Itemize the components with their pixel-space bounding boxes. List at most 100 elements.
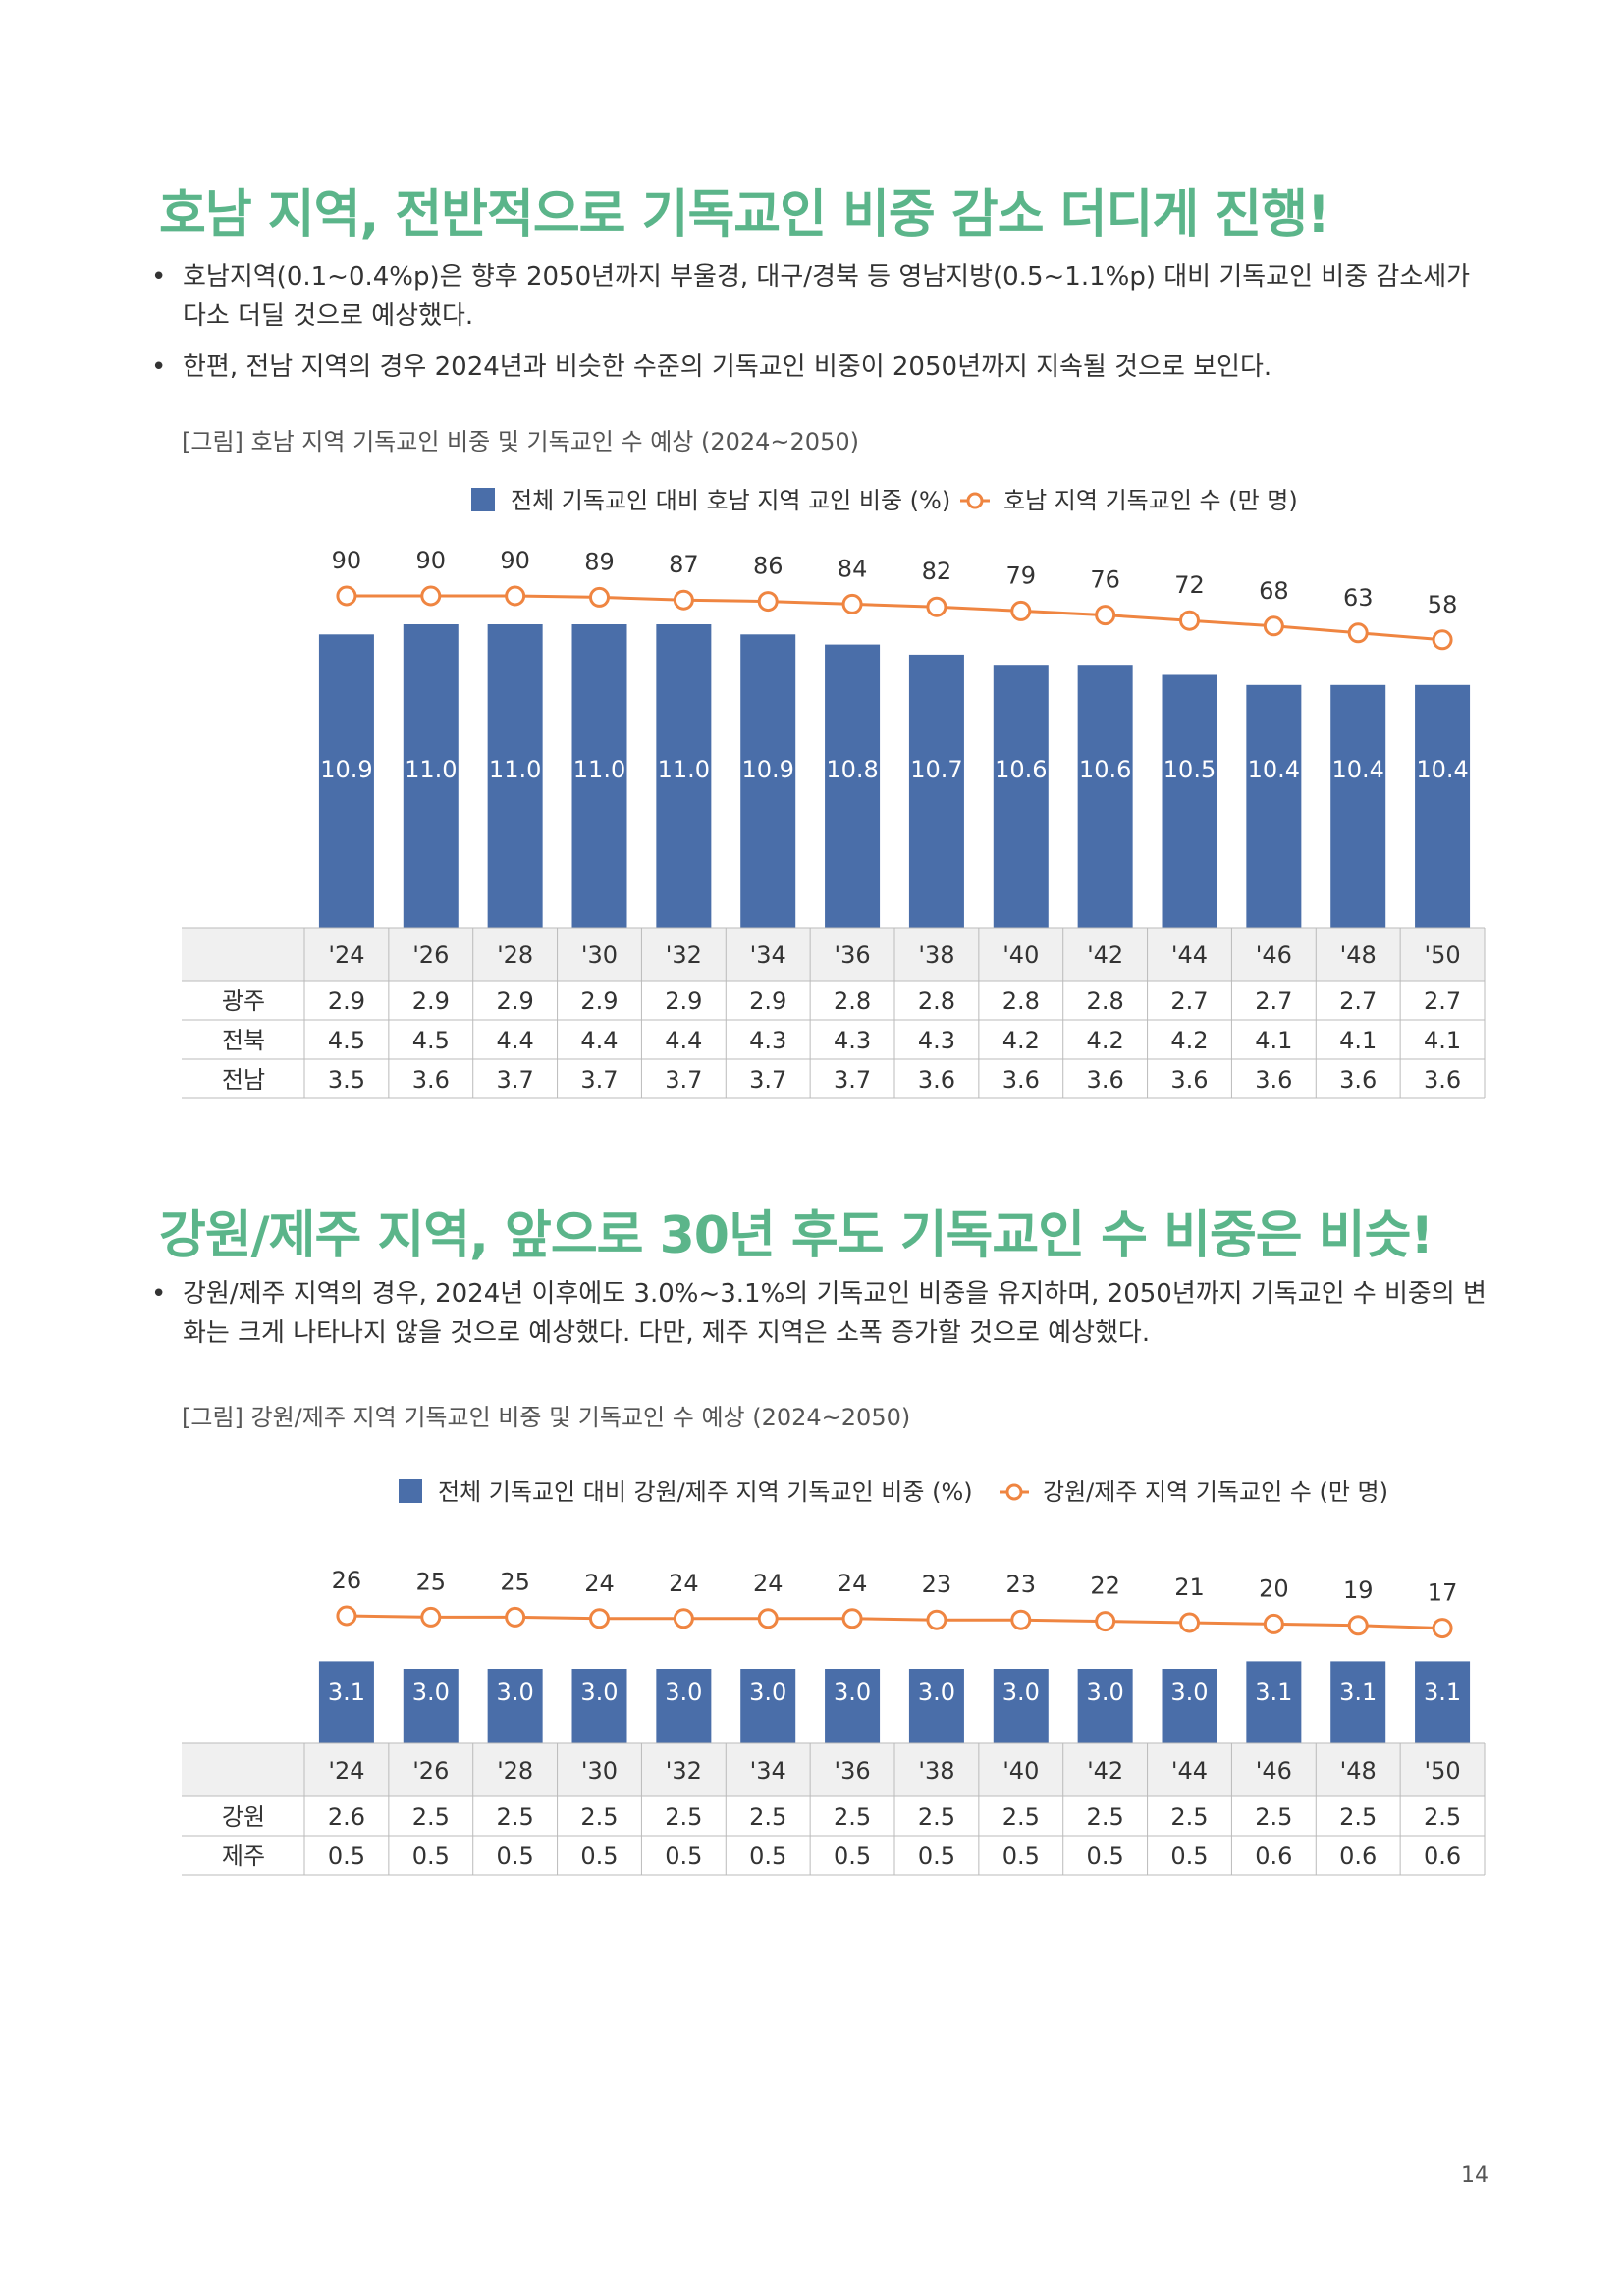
bar — [1246, 684, 1302, 928]
series-line — [346, 594, 1443, 642]
bar-value-label: 3.0 — [412, 1679, 450, 1706]
category-label: '38 — [918, 1757, 954, 1785]
bar-value-label: 3.0 — [1002, 1679, 1040, 1706]
category-label: '32 — [666, 941, 702, 969]
line-point — [336, 585, 357, 607]
line-value-label: 24 — [753, 1570, 784, 1597]
line-point — [1095, 605, 1116, 626]
table-cell: 3.7 — [834, 1066, 871, 1094]
table-cell: 4.2 — [1087, 1027, 1124, 1054]
category-label: '24 — [328, 941, 364, 969]
table-cell: 2.5 — [1170, 1803, 1208, 1831]
table-cell: 4.3 — [834, 1027, 871, 1054]
table-cell: 2.5 — [834, 1803, 871, 1831]
bar — [1162, 1669, 1217, 1743]
line-value-label: 87 — [669, 551, 699, 578]
line-point — [1347, 1615, 1369, 1636]
table-cell: 2.8 — [834, 988, 871, 1015]
line-point — [757, 591, 779, 613]
line-point — [1179, 1612, 1200, 1633]
line-value-label: 58 — [1428, 591, 1458, 618]
bar-value-label: 11.0 — [405, 756, 457, 783]
line-value-label: 90 — [500, 547, 530, 574]
bar-value-label: 10.9 — [320, 756, 372, 783]
table-cell: 0.5 — [1087, 1842, 1124, 1870]
line-value-label: 86 — [753, 553, 784, 580]
table-cell: 0.6 — [1339, 1842, 1377, 1870]
table-cell: 3.6 — [1087, 1066, 1124, 1094]
table-cell: 2.7 — [1339, 988, 1377, 1015]
line-point — [336, 1605, 357, 1627]
category-label: '24 — [328, 1757, 364, 1785]
table-cell: 0.5 — [834, 1842, 871, 1870]
line-value-label: 19 — [1343, 1576, 1374, 1604]
line-value-label: 68 — [1259, 577, 1289, 605]
table-cell: 0.5 — [580, 1842, 618, 1870]
table-cell: 2.7 — [1255, 988, 1292, 1015]
line-value-label: 25 — [500, 1568, 530, 1595]
line-point — [505, 585, 526, 607]
line-value-label: 22 — [1090, 1573, 1120, 1600]
category-label: '36 — [835, 1757, 871, 1785]
bar — [656, 624, 712, 928]
bar-value-label: 10.5 — [1163, 756, 1216, 783]
line-value-label: 24 — [669, 1570, 699, 1597]
category-label: '48 — [1340, 941, 1377, 969]
table-row-label: 전북 — [222, 1027, 265, 1054]
table-cell: 2.9 — [328, 988, 365, 1015]
table-cell: 4.4 — [580, 1027, 618, 1054]
legend-bar-swatch — [399, 1479, 422, 1503]
bar-value-label: 11.0 — [658, 756, 710, 783]
bar — [403, 624, 459, 928]
table-cell: 0.5 — [749, 1842, 786, 1870]
bar-value-label: 3.0 — [497, 1679, 534, 1706]
bar-value-label: 3.0 — [1170, 1679, 1208, 1706]
bar-value-label: 10.9 — [741, 756, 793, 783]
line-value-label: 63 — [1343, 584, 1374, 612]
bar — [740, 634, 796, 928]
category-label: '40 — [1002, 1757, 1039, 1785]
bar-value-label: 10.4 — [1416, 756, 1468, 783]
legend-line-label: 호남 지역 기독교인 수 (만 명) — [1003, 487, 1298, 514]
category-label: '42 — [1087, 1757, 1123, 1785]
table-cell: 4.3 — [918, 1027, 955, 1054]
bar — [1077, 665, 1133, 928]
table-cell: 2.9 — [412, 988, 450, 1015]
table-cell: 2.9 — [665, 988, 702, 1015]
table-cell: 4.2 — [1170, 1027, 1208, 1054]
table-cell: 2.5 — [412, 1803, 450, 1831]
section2-bullets: 강원/제주 지역의 경우, 2024년 이후에도 3.0%~3.1%의 기독교인… — [137, 1274, 1492, 1364]
bar — [1162, 674, 1217, 928]
chart2: 전체 기독교인 대비 강원/제주 지역 기독교인 비중 (%) 강원/제주 지역 … — [182, 1478, 1486, 1876]
line-point — [1263, 1613, 1284, 1634]
category-label: '46 — [1256, 1757, 1292, 1785]
table-cell: 2.9 — [749, 988, 786, 1015]
category-label: '32 — [666, 1757, 702, 1785]
bar-value-label: 10.4 — [1331, 756, 1383, 783]
line-value-label: 84 — [838, 555, 868, 582]
line-value-label: 79 — [1006, 561, 1037, 589]
category-label: '26 — [412, 941, 449, 969]
table-cell: 0.6 — [1255, 1842, 1292, 1870]
bar — [825, 1669, 881, 1743]
table-header-bg — [182, 928, 1485, 981]
bar-value-label: 10.7 — [910, 756, 962, 783]
line-value-label: 17 — [1428, 1579, 1458, 1607]
category-label: '44 — [1171, 1757, 1208, 1785]
table-cell: 4.5 — [328, 1027, 365, 1054]
line-point — [420, 1606, 442, 1628]
line-value-label: 23 — [1006, 1571, 1037, 1598]
category-label: '46 — [1256, 941, 1292, 969]
table-cell: 3.7 — [497, 1066, 534, 1094]
table-cell: 3.7 — [749, 1066, 786, 1094]
bar — [318, 1661, 374, 1743]
table-cell: 2.5 — [749, 1803, 786, 1831]
line-point — [1432, 1618, 1453, 1639]
table-cell: 4.4 — [665, 1027, 702, 1054]
bar — [1415, 684, 1471, 928]
line-value-label: 72 — [1174, 571, 1205, 599]
bar — [487, 1669, 543, 1743]
bar-value-label: 10.6 — [995, 756, 1047, 783]
bar-value-label: 10.6 — [1079, 756, 1131, 783]
line-point — [926, 596, 947, 617]
